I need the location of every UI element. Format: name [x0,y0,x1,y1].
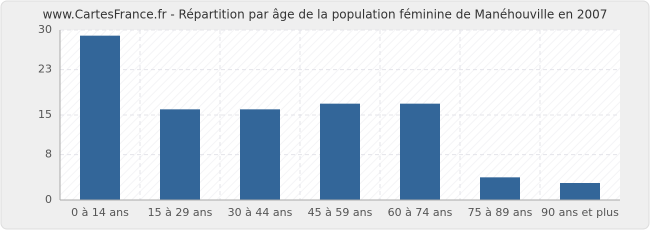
y-tick-label: 0 [45,193,52,206]
x-tick-label: 90 ans et plus [541,206,619,219]
bar [400,103,440,200]
bar [80,35,120,200]
chart-title: www.CartesFrance.fr - Répartition par âg… [43,8,608,22]
bar [240,109,280,200]
y-tick-label: 8 [45,148,52,161]
y-tick-label: 23 [38,63,52,76]
page: {"chart_data": {"type": "bar", "title": … [0,0,650,230]
x-tick-label: 45 à 59 ans [308,206,373,219]
x-tick-label: 30 à 44 ans [228,206,293,219]
bar [160,109,200,200]
x-tick-label: 15 à 29 ans [148,206,213,219]
bar [320,103,360,200]
chart: www.CartesFrance.fr - Répartition par âg… [0,0,650,230]
y-tick-label: 30 [38,23,52,36]
x-tick-label: 60 à 74 ans [388,206,453,219]
bar [480,177,520,200]
y-tick-label: 15 [38,108,52,121]
x-tick-label: 75 à 89 ans [468,206,533,219]
bar [560,183,600,200]
x-tick-label: 0 à 14 ans [71,206,129,219]
